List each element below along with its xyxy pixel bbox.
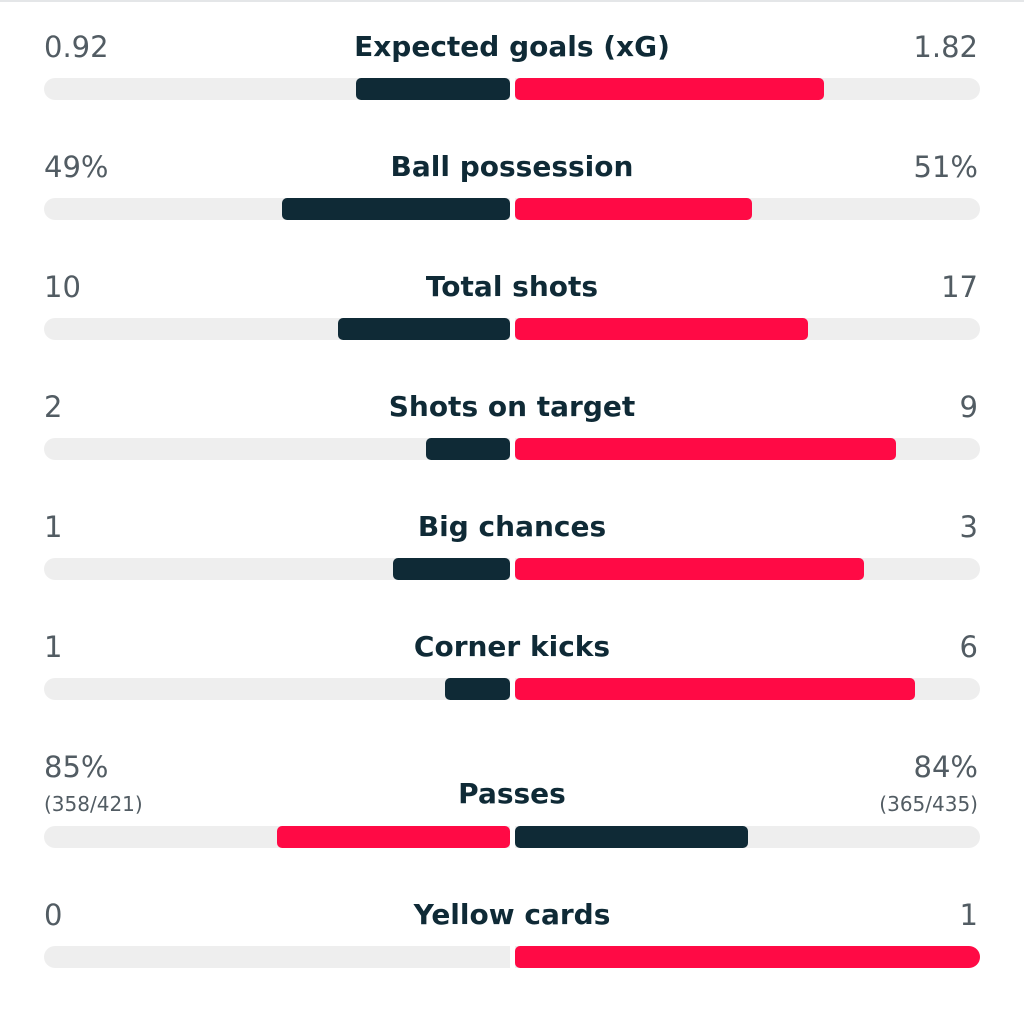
away-sub-value: (365/435) xyxy=(879,792,978,816)
stat-row-shots-on-target: 2 Shots on target 9 xyxy=(0,388,1024,508)
away-bar-fill xyxy=(515,678,915,700)
home-value: 10 xyxy=(44,270,81,304)
away-bar-fill xyxy=(515,558,864,580)
home-bar-track xyxy=(44,78,510,100)
stat-label: Yellow cards xyxy=(413,898,611,931)
home-bar-track xyxy=(44,318,510,340)
away-bar-track xyxy=(515,678,980,700)
home-bar-fill xyxy=(277,826,510,848)
stat-label: Total shots xyxy=(425,270,599,303)
home-value: 2 xyxy=(44,390,63,424)
home-value: 85% xyxy=(44,750,109,784)
away-bar-fill xyxy=(515,318,808,340)
home-bar-fill xyxy=(393,558,510,580)
home-bar-track xyxy=(44,558,510,580)
top-divider xyxy=(0,0,1024,2)
stat-row-expected-goals: 0.92 Expected goals (xG) 1.82 xyxy=(0,28,1024,148)
away-value: 17 xyxy=(941,270,978,304)
away-value: 84% xyxy=(913,750,978,784)
away-bar-track xyxy=(515,826,980,848)
stat-label: Ball possession xyxy=(390,150,634,183)
stat-label: Passes xyxy=(458,777,566,810)
away-bar-fill xyxy=(515,198,752,220)
stat-label: Shots on target xyxy=(388,390,636,423)
away-bar-track xyxy=(515,946,980,968)
stat-label: Big chances xyxy=(417,510,607,543)
home-bar-track xyxy=(44,438,510,460)
home-bar-track xyxy=(44,946,510,968)
stat-row-yellow-cards: 0 Yellow cards 1 xyxy=(0,896,1024,1016)
away-value: 6 xyxy=(959,630,978,664)
home-bar-fill xyxy=(356,78,510,100)
home-bar-fill xyxy=(282,198,510,220)
away-bar-fill xyxy=(515,438,896,460)
away-value: 51% xyxy=(913,150,978,184)
home-value: 49% xyxy=(44,150,109,184)
away-bar-track xyxy=(515,438,980,460)
away-bar-fill xyxy=(515,78,824,100)
away-bar-fill xyxy=(515,946,980,968)
away-value: 3 xyxy=(959,510,978,544)
home-value: 1 xyxy=(44,510,63,544)
home-value: 0 xyxy=(44,898,63,932)
home-sub-value: (358/421) xyxy=(44,792,143,816)
stat-row-corner-kicks: 1 Corner kicks 6 xyxy=(0,628,1024,748)
home-bar-track xyxy=(44,678,510,700)
stat-row-ball-possession: 49% Ball possession 51% xyxy=(0,148,1024,268)
home-value: 0.92 xyxy=(44,30,109,64)
home-bar-fill xyxy=(445,678,510,700)
stat-label: Expected goals (xG) xyxy=(354,30,670,63)
away-value: 9 xyxy=(959,390,978,424)
home-value: 1 xyxy=(44,630,63,664)
away-value: 1.82 xyxy=(913,30,978,64)
stat-row-passes: 85% (358/421) Passes 84% (365/435) xyxy=(0,748,1024,868)
away-bar-track xyxy=(515,78,980,100)
away-value: 1 xyxy=(959,898,978,932)
stat-label: Corner kicks xyxy=(413,630,611,663)
home-bar-fill xyxy=(338,318,510,340)
stat-row-big-chances: 1 Big chances 3 xyxy=(0,508,1024,628)
away-bar-track xyxy=(515,318,980,340)
home-bar-track xyxy=(44,198,510,220)
away-bar-fill xyxy=(515,826,748,848)
home-bar-fill xyxy=(426,438,510,460)
stat-row-total-shots: 10 Total shots 17 xyxy=(0,268,1024,388)
away-bar-track xyxy=(515,198,980,220)
home-bar-track xyxy=(44,826,510,848)
away-bar-track xyxy=(515,558,980,580)
